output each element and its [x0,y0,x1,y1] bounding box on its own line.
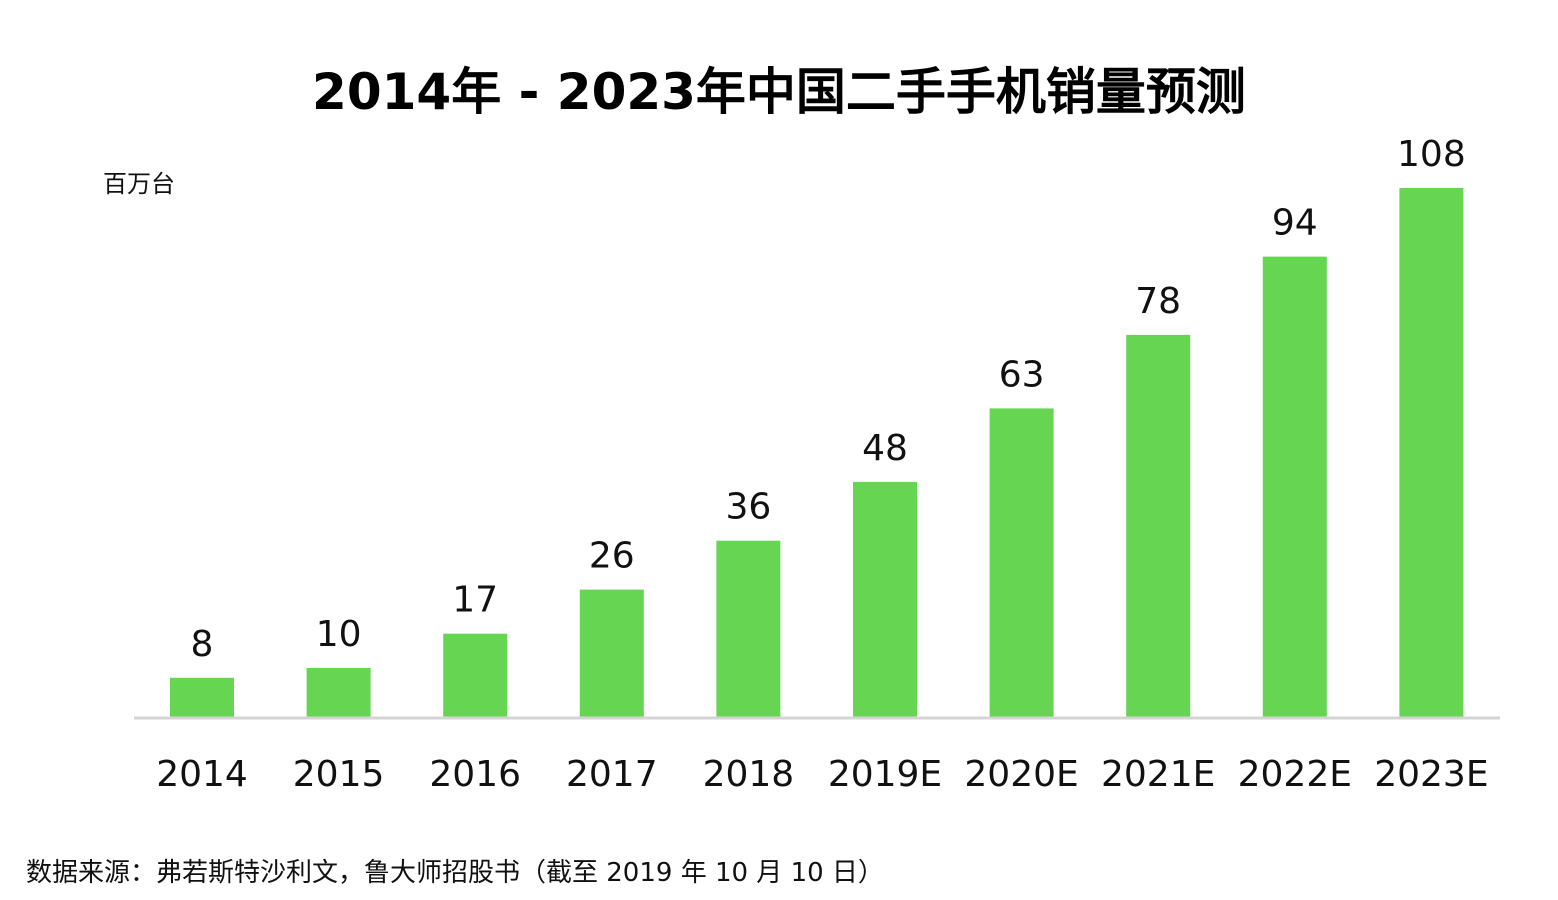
x-tick-label-2019E: 2019E [828,754,942,795]
x-tick-label-2017: 2017 [566,754,658,795]
value-label-2016: 17 [452,580,498,621]
bar-2015 [306,668,371,717]
y-axis-unit-label: 百万台 [103,170,175,198]
x-tick-label-2014: 2014 [156,754,248,795]
bar-2020E [989,408,1054,717]
bar-2014 [170,677,234,717]
bar-2021E [1126,334,1191,717]
x-tick-label-2015: 2015 [293,754,385,795]
value-labels-layer: 8 10 17 26 36 48 63 78 94 108 [191,134,1466,665]
bar-2016 [443,633,508,717]
x-tick-label-2022E: 2022E [1238,754,1352,795]
value-label-2018: 36 [725,487,771,528]
value-label-2023E: 108 [1397,134,1466,175]
value-label-2014: 8 [191,624,214,665]
x-tick-label-2021E: 2021E [1101,754,1215,795]
value-label-2019E: 48 [862,428,908,469]
data-source-note: 数据来源：弗若斯特沙利文，鲁大师招股书（截至 2019 年 10 月 10 日） [26,858,884,888]
x-tick-labels-layer: 2014 2015 2016 2017 2018 2019E 2020E 2021E 2022E… [156,754,1488,795]
bar-2023E [1399,188,1464,717]
bars-layer [170,188,1464,717]
x-tick-label-2018: 2018 [703,754,795,795]
bar-2022E [1262,256,1327,717]
x-tick-label-2020E: 2020E [964,754,1078,795]
bar-2017 [579,589,644,717]
chart-title: 2014年 - 2023年中国二手手机销量预测 [312,63,1246,121]
value-label-2017: 26 [589,536,635,577]
x-tick-label-2016: 2016 [429,754,521,795]
x-tick-label-2023E: 2023E [1374,754,1488,795]
value-label-2015: 10 [316,614,362,655]
bar-2019E [853,481,917,717]
value-label-2020E: 63 [999,354,1045,395]
value-label-2021E: 78 [1135,281,1181,322]
bar-2018 [716,540,781,717]
value-label-2022E: 94 [1272,203,1318,244]
